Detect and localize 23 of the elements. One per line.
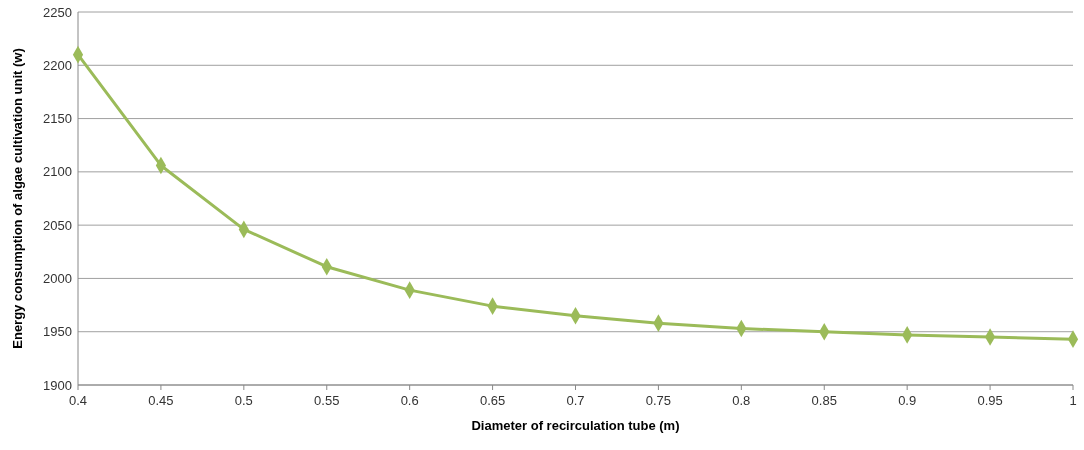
x-tick-label: 1 bbox=[1069, 393, 1077, 408]
x-tick-label: 0.95 bbox=[977, 393, 1003, 408]
x-tick-label: 0.4 bbox=[68, 393, 88, 408]
y-tick-label: 2050 bbox=[43, 217, 72, 233]
x-tick-label: 0.65 bbox=[479, 393, 506, 408]
x-axis-title: Diameter of recirculation tube (m) bbox=[471, 418, 680, 433]
y-tick-label: 1900 bbox=[43, 377, 72, 393]
y-tick-label: 2000 bbox=[43, 270, 72, 286]
x-tick-label: 0.5 bbox=[234, 393, 253, 408]
x-tick-label: 0.75 bbox=[645, 393, 672, 408]
y-tick-label: 2150 bbox=[43, 111, 72, 127]
x-tick-label: 0.8 bbox=[732, 393, 751, 408]
x-tick-label: 0.9 bbox=[898, 393, 917, 408]
y-tick-label: 1950 bbox=[43, 324, 72, 340]
x-tick-label: 0.85 bbox=[811, 393, 837, 408]
x-tick-label: 0.6 bbox=[400, 393, 419, 408]
x-tick-label: 0.45 bbox=[148, 393, 174, 408]
y-tick-label: 2250 bbox=[43, 4, 72, 20]
y-tick-label: 2100 bbox=[43, 164, 72, 180]
y-axis-title: Energy consumption of algae cultivation unit (w) bbox=[10, 48, 25, 349]
y-tick-label: 2200 bbox=[43, 57, 72, 73]
x-tick-label: 0.55 bbox=[314, 393, 340, 408]
x-tick-label: 0.7 bbox=[566, 393, 585, 408]
